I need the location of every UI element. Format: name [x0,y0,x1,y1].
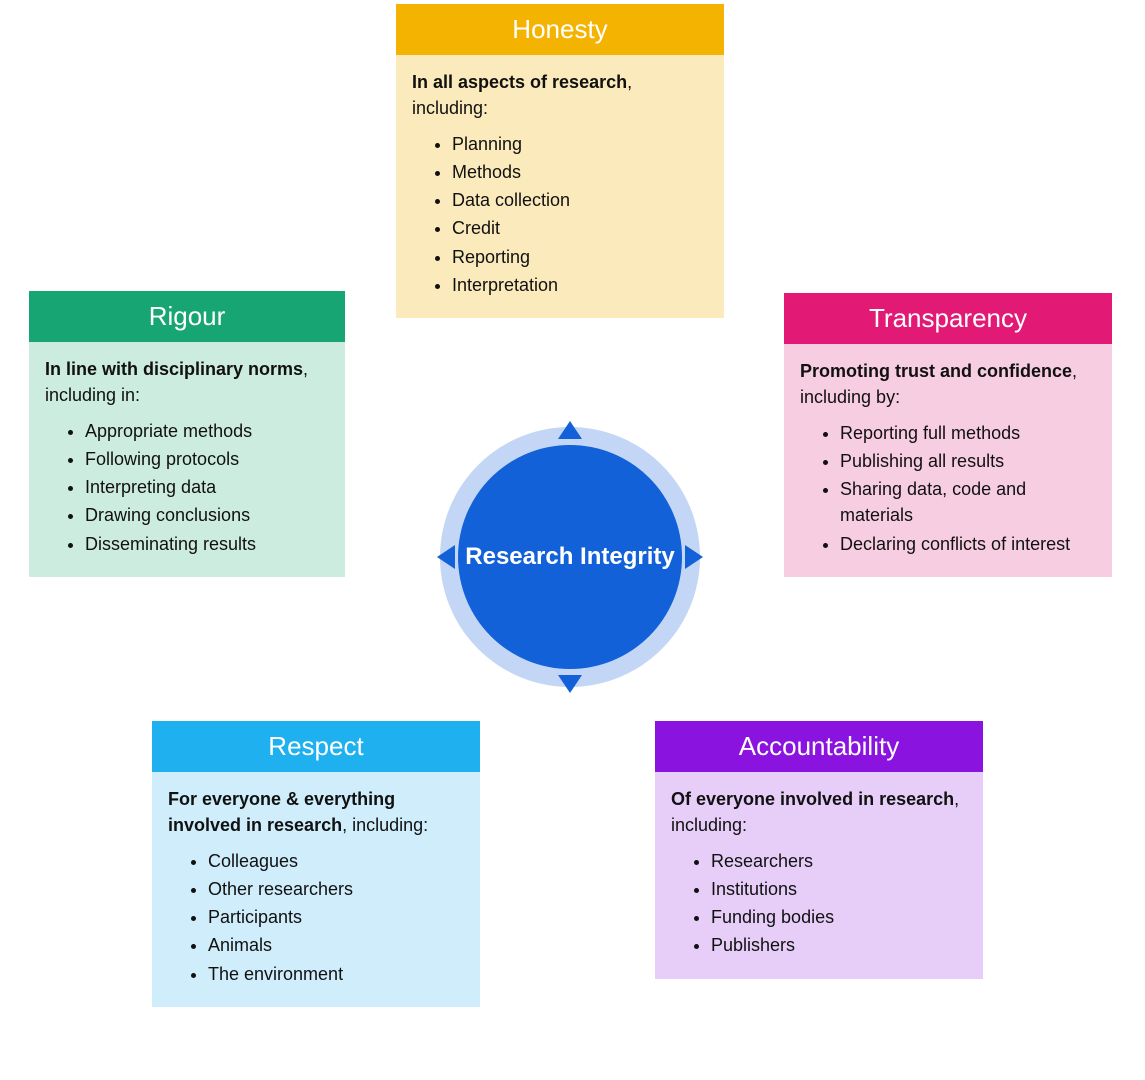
hub-arrow-bottom [558,675,582,693]
card-transparency-item: Declaring conflicts of interest [840,531,1096,557]
card-honesty-header: Honesty [396,4,724,55]
card-accountability-item: Institutions [711,876,967,902]
card-honesty-item: Credit [452,215,708,241]
card-honesty: HonestyIn all aspects of research, inclu… [396,4,724,318]
card-accountability-item: Funding bodies [711,904,967,930]
card-honesty-item: Interpretation [452,272,708,298]
card-honesty-body: In all aspects of research, including: Pl… [396,55,724,318]
card-honesty-list: PlanningMethodsData collectionCredit Repo… [412,131,708,298]
card-honesty-item: Data collection [452,187,708,213]
card-respect-item: Animals [208,932,464,958]
hub-arrow-right [685,545,703,569]
card-transparency-item: Publishing all results [840,448,1096,474]
card-rigour-body: In line with disciplinary norms, includi… [29,342,345,577]
card-respect-item: Other researchers [208,876,464,902]
card-transparency-lead-bold: Promoting trust and confidence [800,361,1072,381]
hub-arrow-left [437,545,455,569]
card-respect-body: For everyone & everything involved in re… [152,772,480,1007]
card-transparency: Transparency Promoting trust and confiden… [784,293,1112,577]
card-respect-item: Participants [208,904,464,930]
card-honesty-item: Methods [452,159,708,185]
card-accountability-lead: Of everyone involved in research, includ… [671,786,967,838]
card-transparency-list: Reporting full methodsPublishing all res… [800,420,1096,556]
card-transparency-item: Sharing data, code and materials [840,476,1096,528]
card-rigour-item: Disseminating results [85,531,329,557]
card-rigour-item: Appropriate methods [85,418,329,444]
card-transparency-body: Promoting trust and confidence, includin… [784,344,1112,577]
card-accountability: Accountability Of everyone involved in re… [655,721,983,979]
center-label: Research Integrity [465,543,674,571]
card-respect-item: The environment [208,961,464,987]
card-rigour-item: Following protocols [85,446,329,472]
card-rigour: Rigour In line with disciplinary norms, i… [29,291,345,577]
card-respect-header: Respect [152,721,480,772]
card-accountability-header: Accountability [655,721,983,772]
card-respect-lead-rest: , including: [342,815,428,835]
card-accountability-list: ResearchersInstitutionsFunding bodiesPub… [671,848,967,958]
card-rigour-header: Rigour [29,291,345,342]
center-hub: Research Integrity [438,425,702,689]
card-transparency-header: Transparency [784,293,1112,344]
card-respect-list: ColleaguesOther researchersParticipantsA… [168,848,464,986]
card-honesty-item: Reporting [452,244,708,270]
card-rigour-item: Interpreting data [85,474,329,500]
card-respect-item: Colleagues [208,848,464,874]
hub-arrow-top [558,421,582,439]
card-rigour-list: Appropriate methodsFollowing protocolsIn… [45,418,329,556]
card-rigour-item: Drawing conclusions [85,502,329,528]
card-honesty-item: Planning [452,131,708,157]
card-accountability-item: Researchers [711,848,967,874]
card-accountability-body: Of everyone involved in research, includ… [655,772,983,979]
card-respect: Respect For everyone & everything involve… [152,721,480,1007]
card-honesty-lead-bold: In all aspects of research [412,72,627,92]
card-honesty-lead: In all aspects of research, including: [412,69,708,121]
card-respect-lead: For everyone & everything involved in re… [168,786,464,838]
card-rigour-lead-bold: In line with disciplinary norms [45,359,303,379]
card-transparency-item: Reporting full methods [840,420,1096,446]
center-circle: Research Integrity [458,445,682,669]
card-rigour-lead: In line with disciplinary norms, includi… [45,356,329,408]
card-accountability-item: Publishers [711,932,967,958]
card-accountability-lead-bold: Of everyone involved in research [671,789,954,809]
card-transparency-lead: Promoting trust and confidence, includin… [800,358,1096,410]
